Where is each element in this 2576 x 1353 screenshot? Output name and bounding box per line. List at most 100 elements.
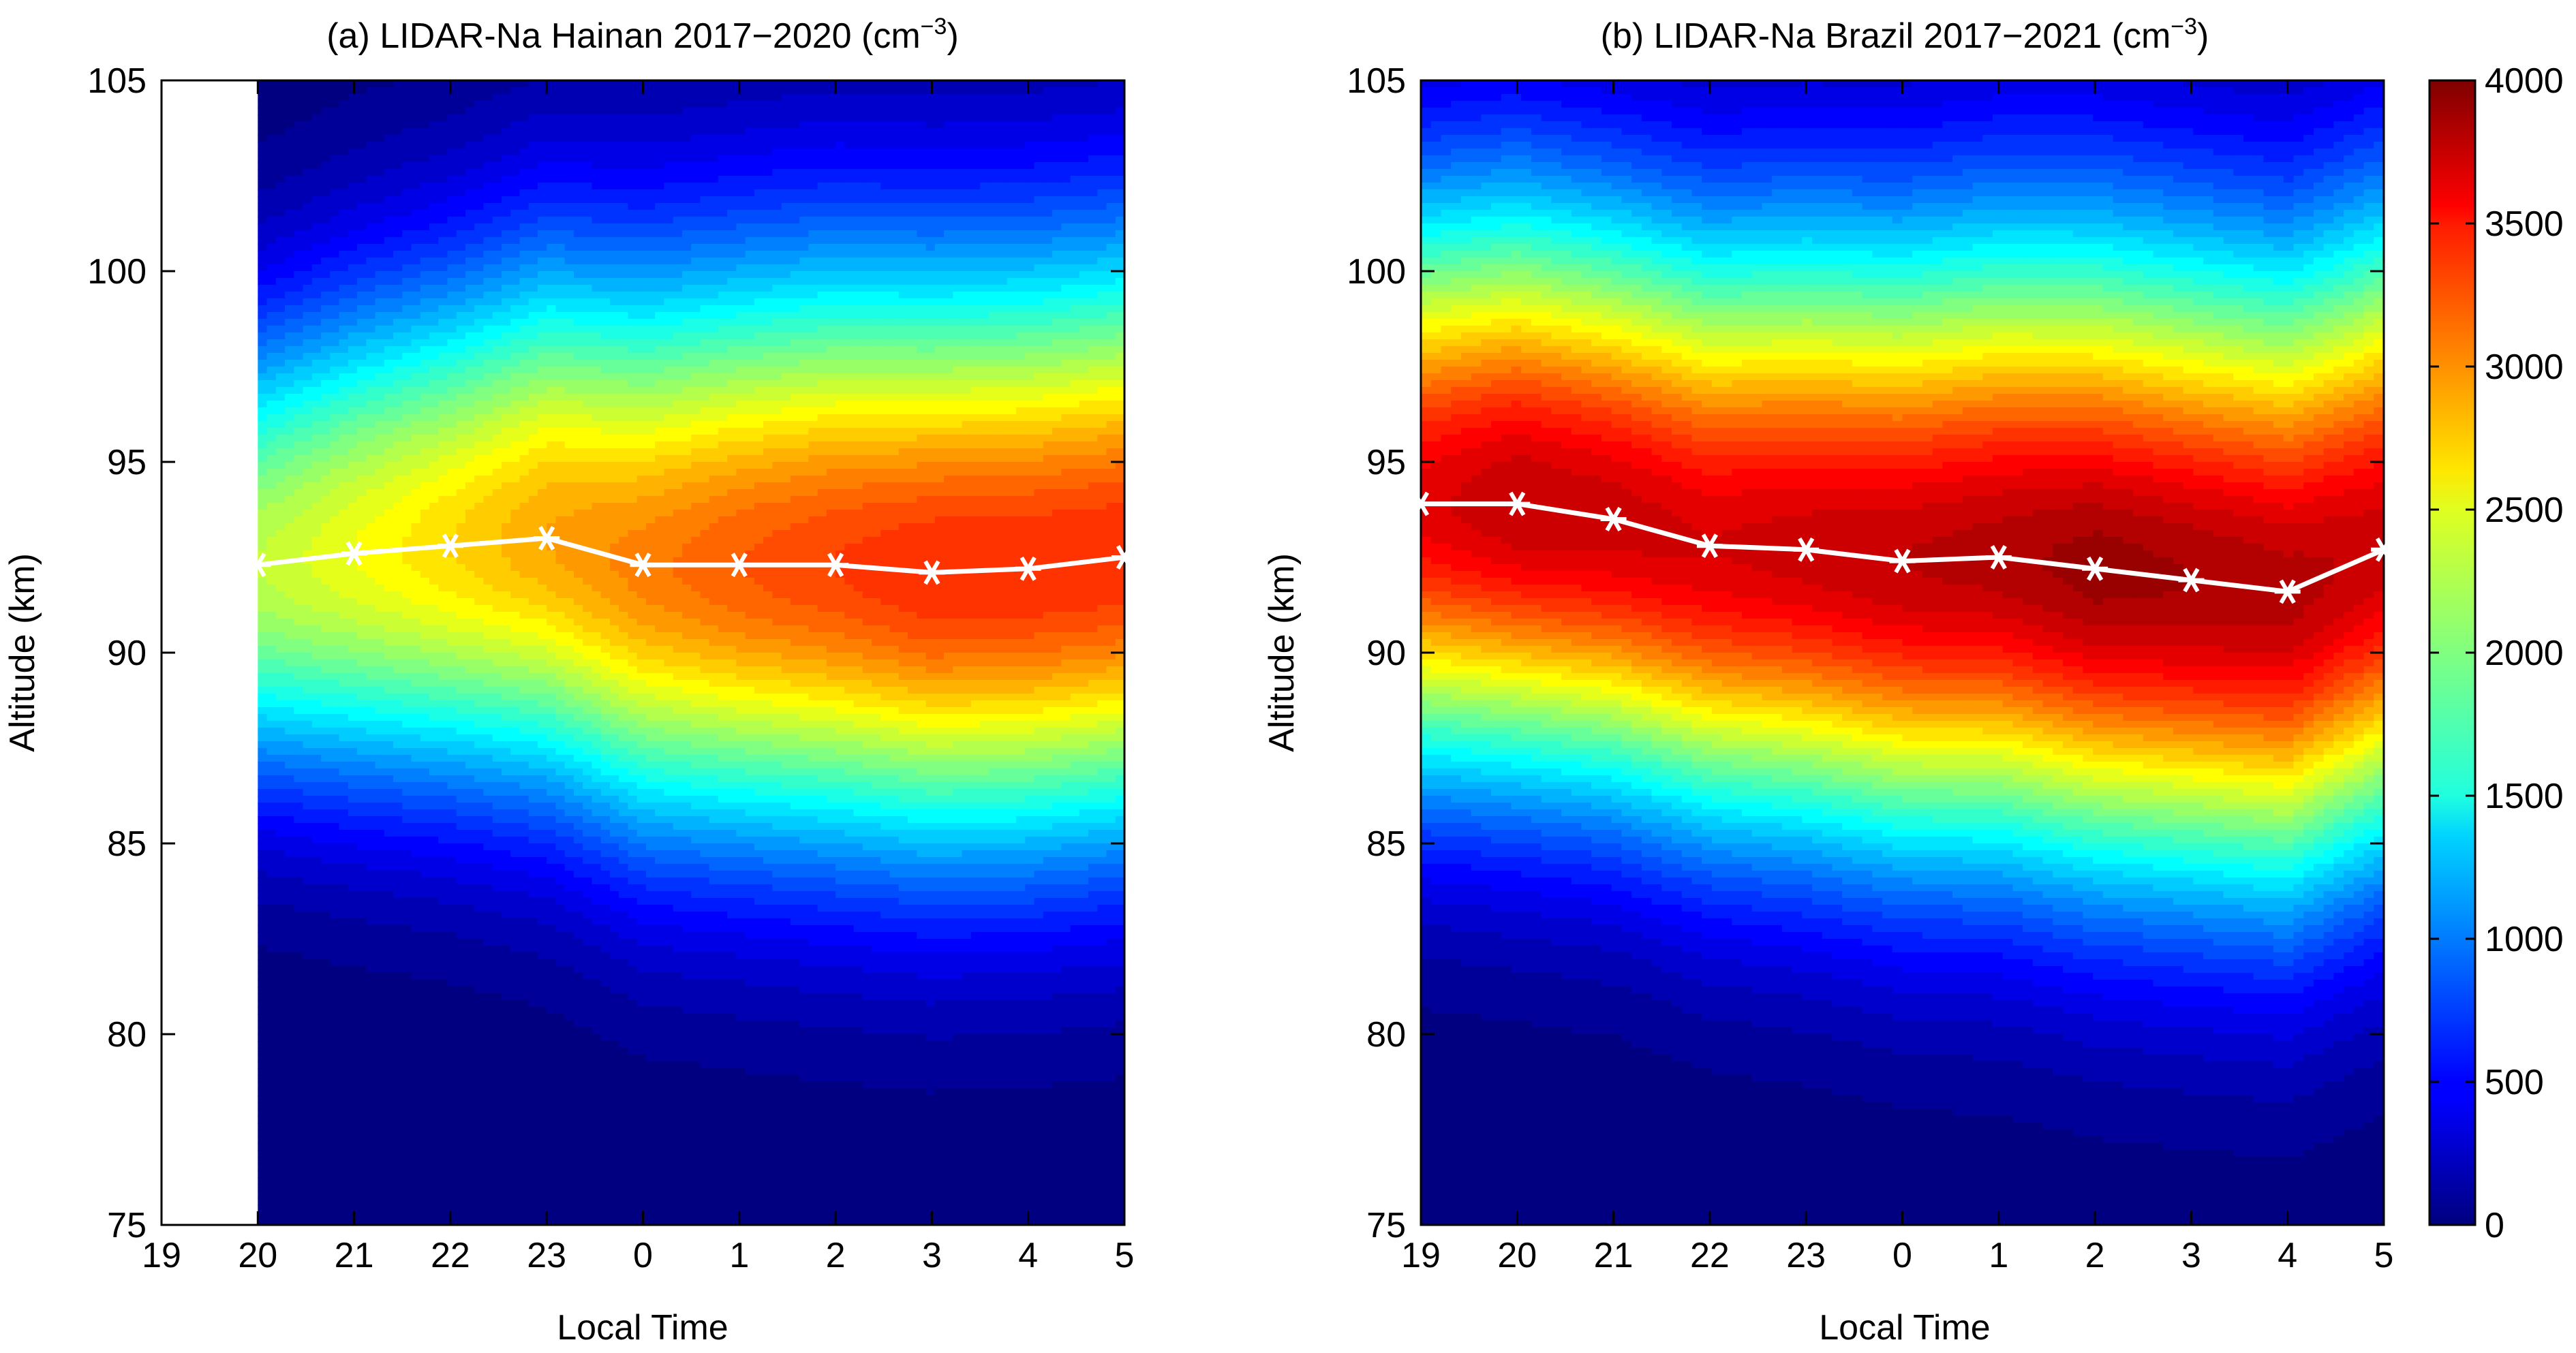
panel-a-contour-cell xyxy=(493,1164,502,1171)
panel-a-contour-cell xyxy=(510,285,520,292)
panel-a-contour-cell xyxy=(303,1027,313,1035)
panel-a-contour-cell xyxy=(276,373,286,381)
panel-a-contour-cell xyxy=(267,946,277,953)
panel-a-contour-cell xyxy=(493,407,502,415)
panel-a-contour-cell xyxy=(303,285,313,292)
panel-a-contour-cell xyxy=(294,305,303,313)
panel-a-contour-cell xyxy=(438,571,448,578)
panel-a-contour-cell xyxy=(420,510,430,517)
panel-a-contour-cell xyxy=(510,421,520,429)
panel-a-contour-cell xyxy=(483,476,493,483)
panel-a-contour-cell xyxy=(483,823,493,830)
panel-a-contour-cell xyxy=(267,905,277,912)
panel-a-contour-cell xyxy=(375,946,385,953)
panel-a-contour-cell xyxy=(457,1157,466,1164)
panel-a-contour-cell xyxy=(321,210,331,217)
panel-a-contour-cell xyxy=(493,346,502,354)
panel-a-contour-cell xyxy=(447,1014,457,1021)
panel-a-contour-cell xyxy=(457,1164,466,1171)
panel-a-contour-cell xyxy=(330,1041,339,1048)
panel-a-contour-cell xyxy=(339,939,349,946)
panel-a-contour-cell xyxy=(412,510,421,517)
panel-a-contour-cell xyxy=(447,1130,457,1137)
panel-a-contour-cell xyxy=(420,741,430,749)
panel-a-contour-cell xyxy=(348,1021,358,1028)
panel-a-contour-cell xyxy=(303,428,313,435)
panel-a-contour-cell xyxy=(357,128,367,136)
panel-a-contour-cell xyxy=(393,155,403,163)
panel-a-contour-cell xyxy=(483,346,493,354)
panel-a-contour-cell xyxy=(303,210,313,217)
panel-a-contour-cell xyxy=(330,966,339,974)
panel-a-contour-cell xyxy=(258,578,267,585)
panel-a-contour-cell xyxy=(375,210,385,217)
panel-a-contour-cell xyxy=(429,155,439,163)
panel-a-contour-cell xyxy=(429,762,439,769)
panel-a-contour-cell xyxy=(502,1191,511,1198)
panel-a-contour-cell xyxy=(285,435,294,442)
panel-a-contour-cell xyxy=(402,414,412,422)
panel-a-contour-cell xyxy=(493,850,502,858)
panel-a-contour-cell xyxy=(375,578,385,585)
panel-a-contour-cell xyxy=(294,223,303,231)
panel-a-contour-cell xyxy=(267,823,277,830)
panel-a-contour-cell xyxy=(438,796,448,803)
panel-a-contour-cell xyxy=(384,496,394,503)
panel-a-contour-cell xyxy=(357,510,367,517)
panel-a-contour-cell xyxy=(420,135,430,142)
panel-a-contour-cell xyxy=(420,1184,430,1192)
panel-a-contour-cell xyxy=(465,162,475,170)
panel-a-contour-cell xyxy=(465,721,475,728)
panel-a-contour-cell xyxy=(510,244,520,251)
panel-a-contour-cell xyxy=(420,748,430,756)
panel-a-contour-cell xyxy=(493,946,502,953)
panel-a-contour-cell xyxy=(412,687,421,694)
panel-a-contour-cell xyxy=(429,837,439,844)
panel-a-contour-cell xyxy=(457,775,466,783)
panel-a-contour-cell xyxy=(420,1136,430,1144)
panel-a-contour-cell xyxy=(348,108,358,115)
panel-a-contour-cell xyxy=(412,591,421,599)
panel-a: 19 20 21 22 23 0 1 2 3 4 51051009590858075 (a) LID… xyxy=(3,14,1137,1348)
panel-a-contour-cell xyxy=(303,1191,313,1198)
panel-a-contour-cell xyxy=(429,884,439,892)
panel-a-contour-cell xyxy=(465,1164,475,1171)
panel-a-contour-cell xyxy=(348,210,358,217)
panel-a-contour-cell xyxy=(438,1055,448,1062)
panel-a-contour-cell xyxy=(438,278,448,285)
panel-a-contour-cell xyxy=(366,258,375,265)
panel-a-contour-cell xyxy=(357,530,367,538)
panel-a-contour-cell xyxy=(366,1136,375,1144)
panel-a-contour-cell xyxy=(402,80,412,88)
panel-a-contour-cell xyxy=(402,135,412,142)
panel-a-contour-cell xyxy=(258,169,267,176)
panel-a-contour-cell xyxy=(493,251,502,258)
panel-a-contour-cell xyxy=(465,578,475,585)
panel-a-contour-cell xyxy=(357,360,367,367)
panel-a-contour-cell xyxy=(375,176,385,183)
panel-a-contour-cell xyxy=(465,94,475,102)
panel-a-contour-cell xyxy=(420,176,430,183)
panel-a-contour-cell xyxy=(303,673,313,681)
panel-a-contour-cell xyxy=(393,264,403,272)
panel-a-contour-cell xyxy=(402,687,412,694)
panel-a-contour-cell xyxy=(339,816,349,824)
panel-a-contour-cell xyxy=(267,516,277,524)
panel-a-contour-cell xyxy=(474,659,484,667)
panel-a-contour-cell xyxy=(447,319,457,326)
panel-a-contour-cell xyxy=(375,435,385,442)
panel-a-contour-cell xyxy=(285,251,294,258)
panel-a-contour-cell xyxy=(375,687,385,694)
panel-a-contour-cell xyxy=(384,1082,394,1089)
panel-a-contour-cell xyxy=(474,1082,484,1089)
panel-a-contour-cell xyxy=(412,401,421,408)
panel-a-contour-cell xyxy=(483,564,493,572)
panel-a-contour-cell xyxy=(384,394,394,401)
panel-a-contour-cell xyxy=(502,1075,511,1083)
panel-a-contour-cell xyxy=(348,114,358,122)
panel-a-contour-cell xyxy=(474,877,484,885)
panel-a-contour-cell xyxy=(429,714,439,721)
panel-a-contour-cell xyxy=(412,809,421,817)
panel-a-contour-cell xyxy=(438,619,448,626)
panel-a-contour-cell xyxy=(294,700,303,708)
